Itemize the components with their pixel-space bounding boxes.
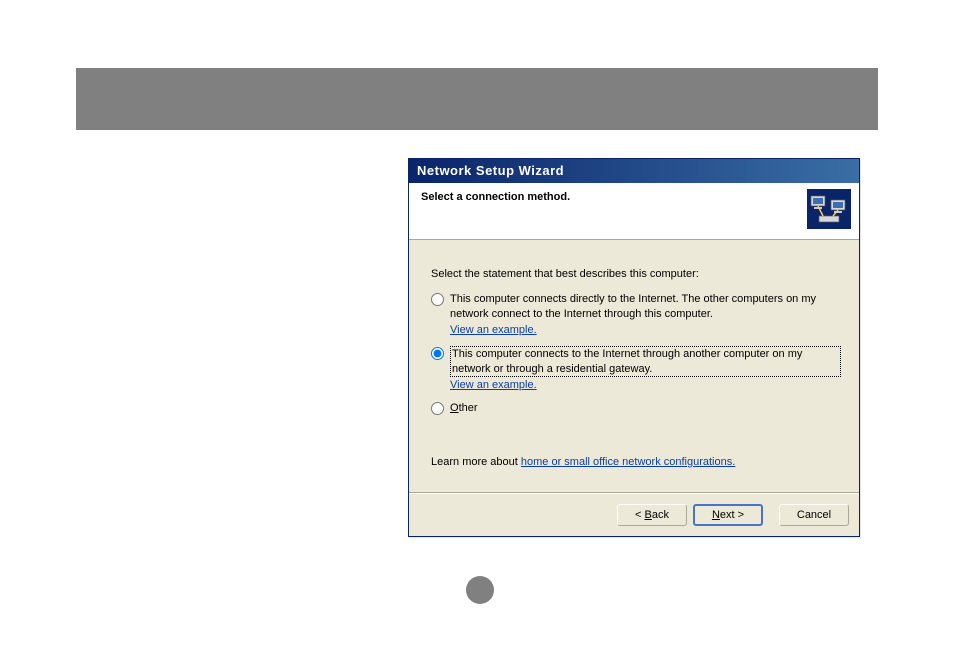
radio-label-gateway: This computer connects to the Internet t… bbox=[450, 346, 841, 378]
radio-option-direct[interactable]: This computer connects directly to the I… bbox=[431, 292, 841, 322]
radio-option-other[interactable]: Other bbox=[431, 401, 841, 416]
view-example-link-2[interactable]: View an example. bbox=[450, 379, 841, 391]
radio-input-gateway[interactable] bbox=[431, 347, 444, 360]
back-button[interactable]: < Back bbox=[617, 504, 687, 526]
page-number-dot bbox=[466, 576, 494, 604]
next-button[interactable]: Next > bbox=[693, 504, 763, 526]
view-example-link-1[interactable]: View an example. bbox=[450, 324, 841, 336]
dialog-prompt: Select the statement that best describes… bbox=[431, 268, 841, 280]
network-devices-icon bbox=[807, 189, 851, 229]
radio-option-gateway[interactable]: This computer connects to the Internet t… bbox=[431, 346, 841, 378]
focused-option-text: This computer connects to the Internet t… bbox=[450, 346, 841, 378]
dialog-title: Network Setup Wizard bbox=[417, 163, 564, 178]
connection-method-radio-group: This computer connects directly to the I… bbox=[431, 292, 841, 416]
learn-more-prefix: Learn more about bbox=[431, 456, 521, 468]
page-header-bar bbox=[76, 68, 878, 130]
network-setup-wizard-dialog: Network Setup Wizard Select a connection… bbox=[408, 158, 860, 537]
dialog-body: Select the statement that best describes… bbox=[409, 240, 859, 492]
dialog-header-area: Select a connection method. bbox=[409, 183, 859, 240]
radio-label-other: Other bbox=[450, 401, 841, 416]
dialog-titlebar: Network Setup Wizard bbox=[409, 159, 859, 183]
dialog-button-bar: < Back Next > Cancel bbox=[409, 493, 859, 536]
radio-label-direct: This computer connects directly to the I… bbox=[450, 292, 841, 322]
radio-input-direct[interactable] bbox=[431, 293, 444, 306]
dialog-header-text: Select a connection method. bbox=[421, 191, 851, 203]
learn-more-link[interactable]: home or small office network configurati… bbox=[521, 456, 735, 468]
radio-input-other[interactable] bbox=[431, 402, 444, 415]
cancel-button[interactable]: Cancel bbox=[779, 504, 849, 526]
learn-more-text: Learn more about home or small office ne… bbox=[431, 456, 841, 468]
